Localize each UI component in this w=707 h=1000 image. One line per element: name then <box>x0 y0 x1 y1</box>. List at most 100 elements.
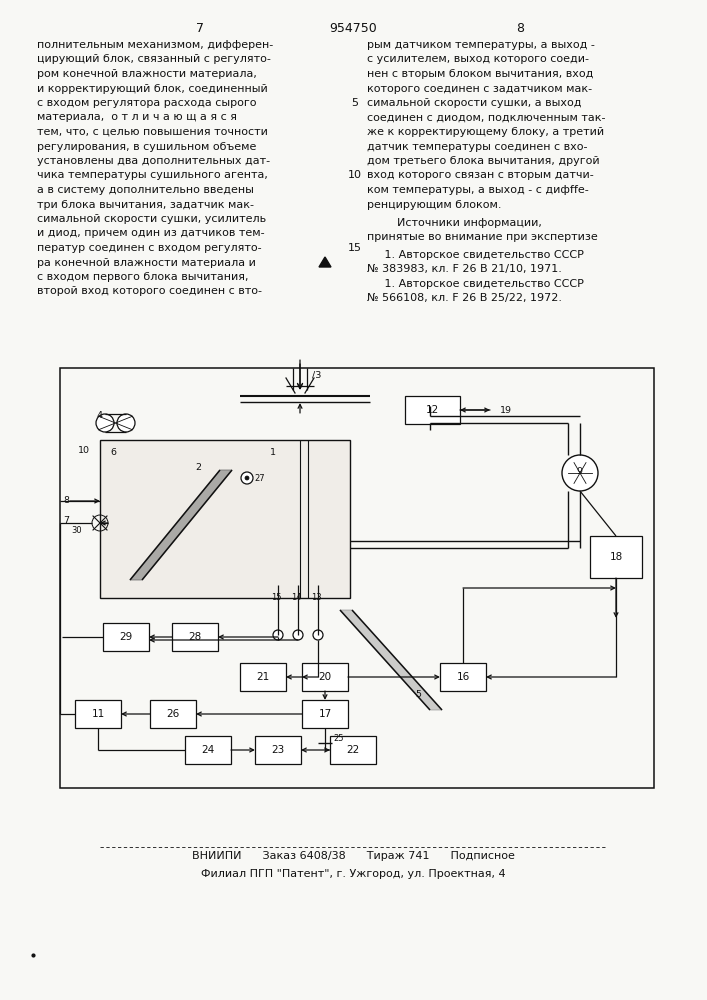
Bar <box>103 623 149 651</box>
Text: 11: 11 <box>91 709 105 719</box>
Text: 7: 7 <box>196 22 204 35</box>
Text: нен с вторым блоком вычитания, вход: нен с вторым блоком вычитания, вход <box>367 69 593 79</box>
Text: 29: 29 <box>119 632 133 642</box>
Circle shape <box>562 455 598 491</box>
Text: с входом регулятора расхода сырого: с входом регулятора расхода сырого <box>37 98 257 108</box>
Text: симальной скорости сушки, усилитель: симальной скорости сушки, усилитель <box>37 214 266 224</box>
Text: Источники информации,: Источники информации, <box>397 218 542 228</box>
Text: рым датчиком температуры, а выход -: рым датчиком температуры, а выход - <box>367 40 595 50</box>
Text: 7: 7 <box>63 516 69 525</box>
Text: Филиал ПГП "Патент", г. Ужгород, ул. Проектная, 4: Филиал ПГП "Патент", г. Ужгород, ул. Про… <box>201 869 506 879</box>
Text: 27: 27 <box>254 474 264 483</box>
Text: 2: 2 <box>195 463 201 472</box>
Text: 17: 17 <box>318 709 332 719</box>
Text: симальной скорости сушки, а выход: симальной скорости сушки, а выход <box>367 98 581 108</box>
Text: 6: 6 <box>110 448 116 457</box>
Text: 22: 22 <box>346 745 360 755</box>
Text: 8: 8 <box>516 22 524 35</box>
Text: тем, что, с целью повышения точности: тем, что, с целью повышения точности <box>37 127 268 137</box>
Text: а в систему дополнительно введены: а в систему дополнительно введены <box>37 185 254 195</box>
Text: и корректирующий блок, соединенный: и корректирующий блок, соединенный <box>37 84 268 94</box>
Text: 1. Авторское свидетельство СССР: 1. Авторское свидетельство СССР <box>367 279 584 289</box>
Text: ром конечной влажности материала,: ром конечной влажности материала, <box>37 69 257 79</box>
Bar <box>150 700 196 728</box>
Text: и диод, причем один из датчиков тем-: и диод, причем один из датчиков тем- <box>37 229 264 238</box>
Text: 5: 5 <box>415 690 421 699</box>
Text: 4: 4 <box>97 411 103 420</box>
Text: 8: 8 <box>63 496 69 505</box>
Circle shape <box>96 414 114 432</box>
Text: 10: 10 <box>78 446 90 455</box>
Text: ра конечной влажности материала и: ра конечной влажности материала и <box>37 257 256 267</box>
Text: 1. Авторское свидетельство СССР: 1. Авторское свидетельство СССР <box>367 250 584 260</box>
Bar <box>302 700 348 728</box>
Text: 16: 16 <box>457 672 469 682</box>
Text: 23: 23 <box>271 745 285 755</box>
Text: 25: 25 <box>333 734 344 743</box>
Text: ком температуры, а выход - с дифffe-: ком температуры, а выход - с дифffe- <box>367 185 589 195</box>
Text: 18: 18 <box>609 552 623 562</box>
Text: 5: 5 <box>351 98 358 108</box>
Text: же к корректирующему блоку, а третий: же к корректирующему блоку, а третий <box>367 127 604 137</box>
Bar <box>240 663 286 691</box>
Text: 24: 24 <box>201 745 215 755</box>
Text: второй вход которого соединен с вто-: второй вход которого соединен с вто- <box>37 286 262 296</box>
Text: регулирования, в сушильном объеме: регулирования, в сушильном объеме <box>37 141 257 151</box>
Text: установлены два дополнительных дат-: установлены два дополнительных дат- <box>37 156 270 166</box>
Polygon shape <box>340 610 442 710</box>
Bar <box>75 700 121 728</box>
Bar <box>185 736 231 764</box>
Text: 1: 1 <box>270 448 276 457</box>
Bar <box>100 440 350 598</box>
Text: /3: /3 <box>312 370 322 379</box>
Text: 12: 12 <box>426 405 439 415</box>
Circle shape <box>313 630 323 640</box>
Text: 30: 30 <box>71 526 81 535</box>
Text: 26: 26 <box>166 709 180 719</box>
Bar <box>405 396 460 424</box>
Bar <box>60 368 654 788</box>
Text: 9: 9 <box>576 467 582 476</box>
Text: с входом первого блока вычитания,: с входом первого блока вычитания, <box>37 272 248 282</box>
Bar <box>172 623 218 651</box>
Circle shape <box>273 630 283 640</box>
Text: которого соединен с задатчиком мак-: которого соединен с задатчиком мак- <box>367 84 592 94</box>
Bar <box>255 736 301 764</box>
Text: дом третьего блока вычитания, другой: дом третьего блока вычитания, другой <box>367 156 600 166</box>
Circle shape <box>293 630 303 640</box>
Text: принятые во внимание при экспертизе: принятые во внимание при экспертизе <box>367 232 597 242</box>
Text: с усилителем, выход которого соеди-: с усилителем, выход которого соеди- <box>367 54 589 64</box>
Polygon shape <box>319 257 331 267</box>
Text: чика температуры сушильного агента,: чика температуры сушильного агента, <box>37 170 268 180</box>
Bar <box>302 663 348 691</box>
Bar <box>440 663 486 691</box>
Text: три блока вычитания, задатчик мак-: три блока вычитания, задатчик мак- <box>37 200 254 210</box>
Text: 28: 28 <box>188 632 201 642</box>
Text: датчик температуры соединен с вхо-: датчик температуры соединен с вхо- <box>367 141 588 151</box>
Text: 15: 15 <box>271 593 281 602</box>
Text: материала,  о т л и ч а ю щ а я с я: материала, о т л и ч а ю щ а я с я <box>37 112 237 122</box>
Text: 19: 19 <box>500 406 512 415</box>
Text: 20: 20 <box>318 672 332 682</box>
Text: цирующий блок, связанный с регулято-: цирующий блок, связанный с регулято- <box>37 54 271 64</box>
Polygon shape <box>130 470 232 580</box>
Text: соединен с диодом, подключенным так-: соединен с диодом, подключенным так- <box>367 112 605 122</box>
Text: полнительным механизмом, дифферен-: полнительным механизмом, дифферен- <box>37 40 273 50</box>
Circle shape <box>117 414 135 432</box>
Text: 954750: 954750 <box>329 22 377 35</box>
Text: № 383983, кл. F 26 В 21/10, 1971.: № 383983, кл. F 26 В 21/10, 1971. <box>367 264 562 274</box>
Bar <box>590 536 642 578</box>
Text: 13: 13 <box>311 593 322 602</box>
Text: № 566108, кл. F 26 В 25/22, 1972.: № 566108, кл. F 26 В 25/22, 1972. <box>367 293 562 303</box>
Bar <box>330 736 376 764</box>
Text: 10: 10 <box>348 170 362 180</box>
Text: ВНИИПИ      Заказ 6408/38      Тираж 741      Подписное: ВНИИПИ Заказ 6408/38 Тираж 741 Подписное <box>192 851 515 861</box>
Text: 21: 21 <box>257 672 269 682</box>
Text: ренцирующим блоком.: ренцирующим блоком. <box>367 200 501 210</box>
Text: вход которого связан с вторым датчи-: вход которого связан с вторым датчи- <box>367 170 594 180</box>
Text: ператур соединен с входом регулято-: ператур соединен с входом регулято- <box>37 243 262 253</box>
Text: 14: 14 <box>291 593 301 602</box>
Circle shape <box>241 472 253 484</box>
Circle shape <box>245 476 249 480</box>
Text: 15: 15 <box>348 243 362 253</box>
